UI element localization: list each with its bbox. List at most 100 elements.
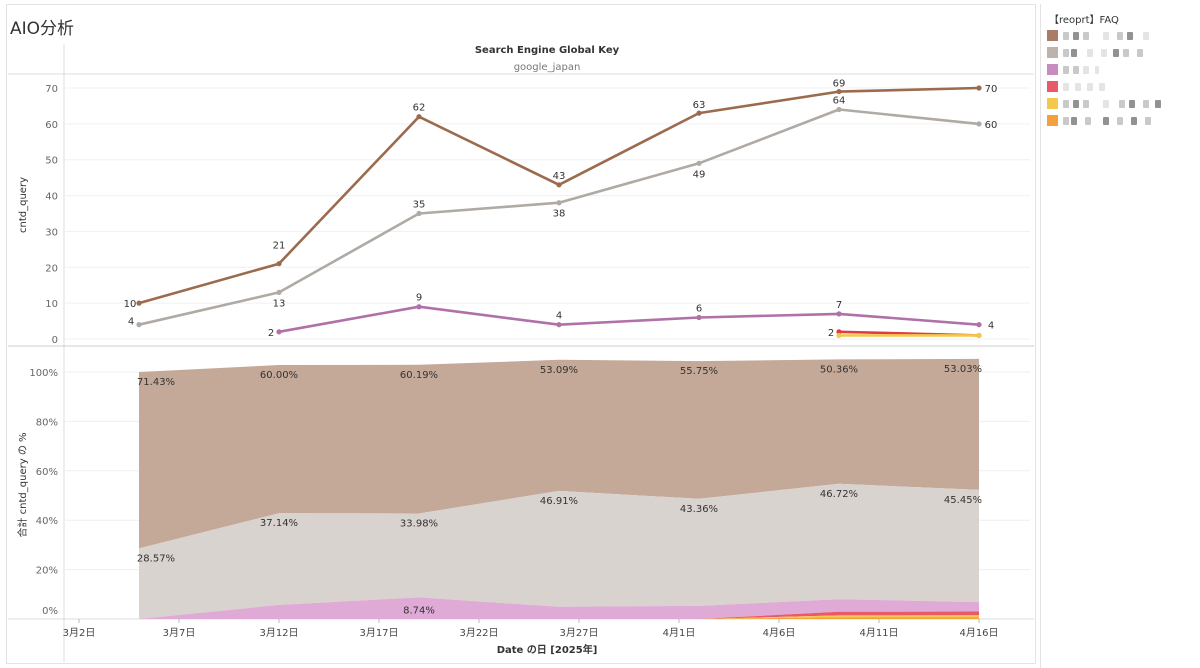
redacted-label-block — [1143, 32, 1149, 40]
line-y-tick-label: 40 — [45, 192, 58, 203]
line-data-label: 38 — [553, 209, 566, 220]
line-data-label: 64 — [833, 96, 846, 107]
area-data-label: 60.19% — [400, 370, 438, 381]
legend-item[interactable] — [1047, 30, 1197, 42]
redacted-label-block — [1113, 49, 1119, 57]
redacted-label-block — [1063, 66, 1069, 74]
redacted-label-block — [1083, 32, 1089, 40]
redacted-label-block — [1119, 100, 1125, 108]
legend-swatch — [1047, 47, 1058, 58]
line-data-label: 4 — [988, 321, 994, 332]
line-data-point — [976, 85, 982, 91]
line-y-tick-label: 10 — [45, 299, 58, 310]
line-data-label: 60 — [985, 120, 998, 131]
line-data-label: 10 — [124, 299, 137, 310]
legend-item[interactable] — [1047, 115, 1197, 127]
redacted-label-block — [1083, 66, 1089, 74]
area-series-band — [139, 358, 979, 549]
redacted-label-block — [1099, 83, 1105, 91]
redacted-label-block — [1073, 66, 1079, 74]
legend-item[interactable] — [1047, 64, 1197, 76]
redacted-label-block — [1073, 32, 1079, 40]
area-data-label: 53.03% — [944, 364, 982, 375]
line-data-point — [276, 261, 282, 267]
redacted-label-block — [1143, 100, 1149, 108]
line-data-label: 9 — [416, 293, 422, 304]
line-data-label: 43 — [553, 171, 566, 182]
line-data-label: 69 — [833, 79, 846, 90]
line-data-point — [136, 322, 142, 328]
legend-panel: 【reoprt】FAQ — [1040, 4, 1200, 668]
x-tick-label: 3月7日 — [163, 627, 196, 639]
redacted-label-block — [1101, 49, 1107, 57]
area-series-band — [139, 597, 979, 619]
legend-title: 【reoprt】FAQ — [1049, 15, 1119, 26]
area-data-label: 50.36% — [820, 364, 858, 375]
redacted-label-block — [1123, 49, 1129, 57]
line-data-point — [276, 329, 282, 335]
redacted-label-block — [1103, 100, 1109, 108]
line-data-point — [836, 329, 842, 335]
area-data-label: 71.43% — [137, 377, 175, 388]
area-data-label: 46.91% — [540, 496, 578, 507]
x-tick-label: 4月16日 — [959, 627, 998, 639]
redacted-label-block — [1071, 49, 1077, 57]
redacted-label-block — [1075, 83, 1081, 91]
line-data-point — [416, 210, 422, 217]
x-tick-label: 4月1日 — [663, 627, 696, 639]
legend-item[interactable] — [1047, 98, 1197, 110]
x-tick-label: 3月17日 — [359, 627, 398, 639]
redacted-label-block — [1155, 100, 1161, 108]
x-tick-label: 4月11日 — [859, 627, 898, 639]
x-tick-label: 4月6日 — [763, 627, 796, 639]
line-data-point — [556, 182, 562, 188]
area-y-tick-label: 100% — [29, 368, 58, 379]
line-data-label: 2 — [268, 328, 274, 339]
redacted-label-block — [1063, 32, 1069, 40]
chart-canvas[interactable]: Search Engine Global Key google_japan cn… — [0, 0, 1036, 668]
area-data-label: 45.45% — [944, 495, 982, 506]
redacted-label-block — [1063, 49, 1069, 57]
area-series-band — [139, 615, 979, 619]
area-series-band — [139, 483, 979, 619]
line-data-label: 21 — [273, 241, 286, 252]
line-data-point — [696, 160, 702, 166]
x-tick-label: 3月2日 — [63, 627, 96, 639]
redacted-label-block — [1085, 117, 1091, 125]
area-data-label: 37.14% — [260, 518, 298, 529]
line-data-point — [416, 114, 422, 120]
redacted-label-block — [1103, 117, 1109, 125]
legend-swatch — [1047, 81, 1058, 92]
legend-swatch — [1047, 30, 1058, 41]
line-data-point — [416, 304, 422, 310]
line-data-point — [976, 332, 982, 339]
legend-item[interactable] — [1047, 81, 1197, 93]
area-data-label: 33.98% — [400, 518, 438, 529]
area-data-label: 53.09% — [540, 365, 578, 376]
line-y-tick-label: 20 — [45, 263, 58, 274]
redacted-label-block — [1087, 83, 1093, 91]
area-y-tick-label: 20% — [36, 566, 58, 577]
line-y-tick-label: 70 — [45, 84, 58, 95]
x-tick-label: 3月22日 — [459, 627, 498, 639]
line-y-tick-label: 0 — [52, 335, 58, 346]
area-data-label: 46.72% — [820, 489, 858, 500]
redacted-label-block — [1137, 49, 1143, 57]
area-y-tick-label: 80% — [36, 417, 58, 428]
redacted-label-block — [1083, 100, 1089, 108]
line-y-tick-label: 50 — [45, 156, 58, 167]
chart-frame — [6, 4, 1036, 664]
line-data-point — [276, 289, 282, 295]
area-data-label: 55.75% — [680, 366, 718, 377]
line-data-point — [836, 311, 842, 317]
legend-swatch — [1047, 115, 1058, 126]
line-data-point — [836, 332, 842, 339]
line-data-label: 7 — [836, 300, 842, 311]
legend-swatch — [1047, 98, 1058, 109]
line-data-point — [556, 200, 562, 206]
line-y-tick-label: 30 — [45, 227, 58, 238]
line-data-label: 49 — [693, 169, 706, 180]
redacted-label-block — [1063, 83, 1069, 91]
legend-item[interactable] — [1047, 47, 1197, 59]
